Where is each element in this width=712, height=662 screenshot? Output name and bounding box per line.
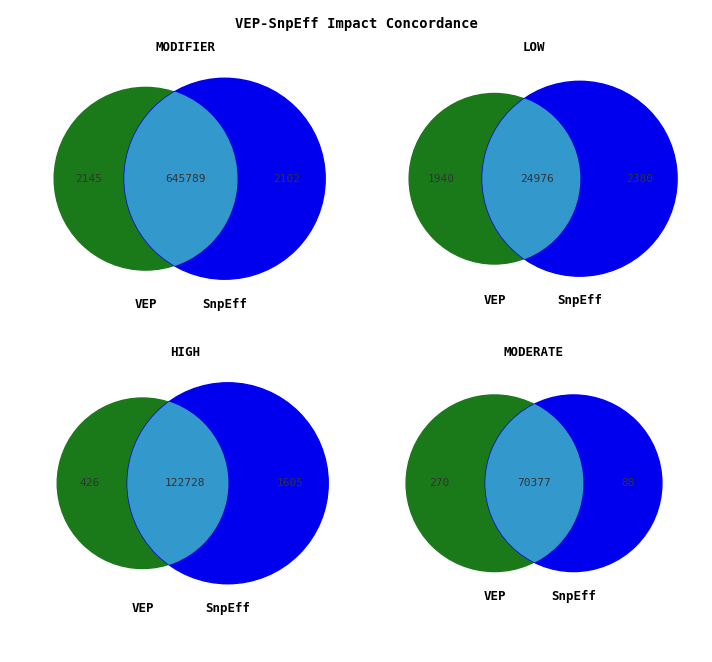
Text: HIGH: HIGH [170,346,200,359]
Text: SnpEff: SnpEff [557,295,602,307]
Circle shape [57,398,228,569]
Circle shape [409,93,580,264]
Text: 122728: 122728 [165,478,205,489]
Circle shape [406,395,582,571]
Text: 2145: 2145 [75,173,103,184]
Circle shape [54,87,237,270]
Text: 1940: 1940 [428,173,455,184]
Text: VEP-SnpEff Impact Concordance: VEP-SnpEff Impact Concordance [234,17,478,30]
Text: SnpEff: SnpEff [202,297,247,310]
Circle shape [57,398,228,569]
Text: SnpEff: SnpEff [205,602,250,615]
Text: MODERATE: MODERATE [504,346,564,359]
Text: 270: 270 [429,478,450,489]
Text: 2380: 2380 [627,173,654,184]
Circle shape [409,93,580,264]
Text: 426: 426 [80,478,100,489]
Circle shape [406,395,582,571]
Text: 70377: 70377 [517,478,551,489]
Text: VEP: VEP [135,297,157,310]
Text: VEP: VEP [483,295,506,307]
Text: LOW: LOW [523,41,545,54]
Text: 2102: 2102 [273,173,300,184]
Circle shape [124,78,325,279]
Circle shape [127,383,328,584]
Text: 645789: 645789 [165,173,205,184]
Circle shape [54,87,237,270]
Text: MODIFIER: MODIFIER [155,41,215,54]
Text: 1605: 1605 [276,478,303,489]
Text: SnpEff: SnpEff [551,590,596,603]
Text: 88: 88 [622,478,635,489]
Text: VEP: VEP [483,590,506,603]
Circle shape [486,395,662,571]
Text: VEP: VEP [131,602,154,615]
Circle shape [482,81,677,276]
Text: 24976: 24976 [520,173,554,184]
